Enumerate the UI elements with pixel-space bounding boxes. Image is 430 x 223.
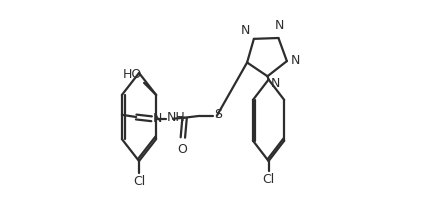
Text: N: N xyxy=(153,112,162,125)
Text: HO: HO xyxy=(123,68,142,81)
Text: N: N xyxy=(271,77,280,90)
Text: S: S xyxy=(214,108,222,121)
Text: N: N xyxy=(241,24,251,37)
Text: N: N xyxy=(291,54,300,66)
Text: N: N xyxy=(275,19,284,33)
Text: Cl: Cl xyxy=(133,175,145,188)
Text: Cl: Cl xyxy=(262,173,275,186)
Text: NH: NH xyxy=(167,111,186,124)
Text: O: O xyxy=(177,143,187,156)
